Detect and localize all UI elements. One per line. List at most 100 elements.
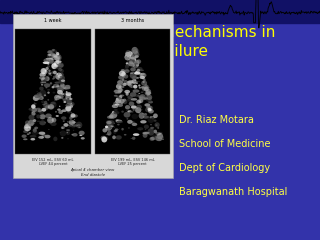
Ellipse shape: [48, 75, 50, 76]
Ellipse shape: [115, 89, 120, 91]
Ellipse shape: [140, 73, 147, 78]
Ellipse shape: [51, 62, 52, 63]
Ellipse shape: [138, 84, 140, 87]
Ellipse shape: [133, 50, 138, 54]
Ellipse shape: [122, 78, 124, 81]
Ellipse shape: [53, 84, 60, 87]
Ellipse shape: [48, 70, 51, 72]
Ellipse shape: [157, 127, 159, 129]
Ellipse shape: [105, 126, 108, 128]
Ellipse shape: [138, 99, 139, 100]
Ellipse shape: [39, 112, 44, 115]
Ellipse shape: [48, 129, 50, 130]
Ellipse shape: [68, 125, 73, 127]
Ellipse shape: [118, 103, 123, 107]
Ellipse shape: [48, 73, 51, 74]
Ellipse shape: [144, 86, 148, 89]
Ellipse shape: [52, 61, 59, 68]
Ellipse shape: [39, 120, 46, 125]
Ellipse shape: [135, 62, 139, 66]
Ellipse shape: [44, 58, 50, 62]
Ellipse shape: [137, 67, 142, 70]
Ellipse shape: [133, 85, 137, 89]
Ellipse shape: [138, 73, 142, 75]
Ellipse shape: [61, 76, 65, 80]
Ellipse shape: [54, 54, 60, 61]
Ellipse shape: [52, 78, 55, 79]
Ellipse shape: [50, 50, 54, 53]
Ellipse shape: [111, 115, 115, 119]
Ellipse shape: [132, 72, 134, 73]
Ellipse shape: [114, 109, 118, 111]
Ellipse shape: [47, 99, 49, 101]
Ellipse shape: [60, 69, 64, 73]
Ellipse shape: [139, 69, 140, 70]
Ellipse shape: [38, 132, 45, 135]
Ellipse shape: [110, 125, 112, 126]
Ellipse shape: [124, 112, 131, 118]
Ellipse shape: [47, 63, 49, 65]
Ellipse shape: [126, 118, 128, 120]
Ellipse shape: [121, 102, 123, 104]
Ellipse shape: [137, 69, 140, 72]
Ellipse shape: [47, 59, 54, 64]
Ellipse shape: [136, 59, 141, 64]
Ellipse shape: [132, 82, 137, 84]
Ellipse shape: [52, 54, 60, 59]
Ellipse shape: [31, 108, 37, 112]
Ellipse shape: [131, 121, 135, 123]
Ellipse shape: [119, 85, 124, 88]
Ellipse shape: [54, 57, 57, 60]
Ellipse shape: [124, 134, 126, 136]
Ellipse shape: [73, 114, 78, 118]
Ellipse shape: [63, 123, 68, 127]
Ellipse shape: [146, 89, 151, 95]
Ellipse shape: [150, 124, 152, 125]
Ellipse shape: [44, 74, 45, 75]
Ellipse shape: [62, 127, 63, 129]
Ellipse shape: [101, 136, 106, 140]
Ellipse shape: [150, 137, 156, 140]
Ellipse shape: [44, 122, 46, 123]
Ellipse shape: [67, 92, 68, 93]
Ellipse shape: [153, 137, 156, 139]
Ellipse shape: [116, 103, 117, 104]
Text: EIV 152 mL, ESV 60 mL
LVEF 44 percent: EIV 152 mL, ESV 60 mL LVEF 44 percent: [32, 158, 74, 166]
Ellipse shape: [66, 131, 70, 135]
Ellipse shape: [48, 58, 53, 61]
Ellipse shape: [52, 92, 55, 94]
Ellipse shape: [57, 108, 61, 111]
Ellipse shape: [115, 92, 119, 94]
Ellipse shape: [133, 48, 140, 55]
Ellipse shape: [131, 138, 132, 139]
Ellipse shape: [141, 73, 145, 75]
Ellipse shape: [116, 96, 121, 98]
Ellipse shape: [78, 127, 81, 128]
Ellipse shape: [69, 120, 73, 121]
Ellipse shape: [138, 93, 140, 94]
Ellipse shape: [102, 128, 107, 132]
Ellipse shape: [107, 131, 111, 136]
Ellipse shape: [104, 136, 108, 138]
Ellipse shape: [159, 132, 163, 134]
Ellipse shape: [68, 138, 69, 139]
Ellipse shape: [66, 93, 72, 96]
Ellipse shape: [48, 106, 53, 108]
Ellipse shape: [28, 115, 35, 120]
Ellipse shape: [146, 97, 152, 102]
Ellipse shape: [137, 127, 143, 130]
Ellipse shape: [107, 116, 112, 119]
Ellipse shape: [34, 102, 35, 103]
Ellipse shape: [55, 84, 58, 87]
Ellipse shape: [114, 95, 118, 97]
Ellipse shape: [64, 85, 68, 90]
Ellipse shape: [40, 76, 44, 77]
Ellipse shape: [145, 129, 146, 130]
Ellipse shape: [51, 56, 58, 60]
Ellipse shape: [63, 87, 68, 89]
Ellipse shape: [132, 94, 139, 97]
Ellipse shape: [58, 110, 63, 114]
Ellipse shape: [28, 120, 34, 126]
Ellipse shape: [69, 98, 71, 101]
Ellipse shape: [148, 100, 151, 102]
